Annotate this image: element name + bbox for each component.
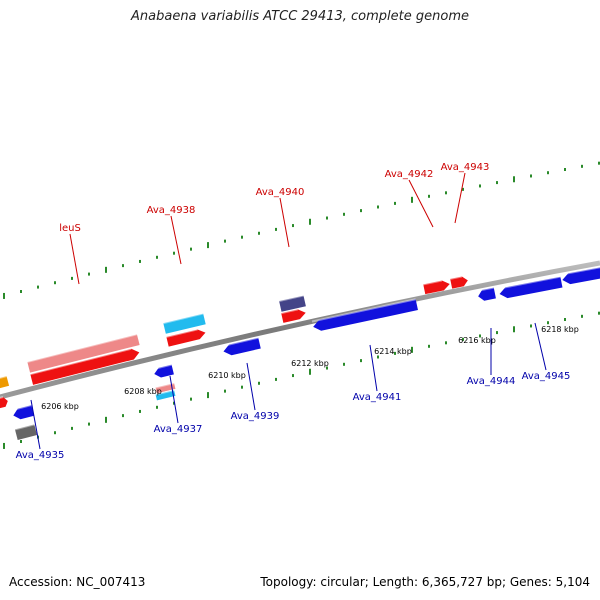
gene-ava-4941-callout: [369, 344, 378, 392]
ruler-label: 6208 kbp: [124, 387, 162, 396]
tick-layer: [3, 161, 600, 449]
gene-layer: [0, 265, 600, 441]
gene-ava-4935-callout: [30, 399, 41, 450]
gene-ava-4942-callout: [408, 179, 434, 228]
gene-ava-4938-label: Ava_4938: [147, 205, 196, 216]
gene-cyan-b: [155, 389, 176, 401]
gene-ava-4945-label: Ava_4945: [522, 371, 571, 382]
gene-ava-4935: [11, 404, 35, 420]
gene-ava-4945-b: [561, 265, 600, 285]
gene-ava-4939: [222, 336, 261, 356]
gene-ava-4940-label: Ava_4940: [256, 187, 305, 198]
gene-ava-4939-label: Ava_4939: [231, 411, 280, 422]
gene-ava-4938: [166, 328, 206, 347]
ruler-label: 6214 kbp: [374, 347, 412, 356]
gene-ava-4945-callout: [534, 322, 547, 371]
gene-ava-4937-callout: [169, 375, 179, 424]
gene-red-edge: [0, 396, 8, 409]
gene-ava-4940-callout: [279, 197, 290, 248]
gene-leus-callout: [69, 233, 80, 285]
gene-ava-4943: [449, 275, 468, 289]
gene-ava-4945-a: [498, 275, 563, 299]
gene-ava-4938-callout: [170, 215, 182, 265]
gene-ava-4937: [152, 363, 174, 378]
gene-ava-4942: [423, 279, 450, 295]
gene-leuS: [30, 347, 140, 385]
outer-scale-ring: [3, 161, 600, 299]
ruler-label: 6212 kbp: [291, 359, 329, 368]
gene-ava-4944: [476, 286, 496, 301]
gene-ava-4942-label: Ava_4942: [385, 169, 434, 180]
gene-ava-4943-callout: [454, 172, 466, 224]
accession-text: Accession: NC_007413: [9, 575, 146, 589]
gene-gray-a: [14, 423, 38, 441]
gene-dark-a: [278, 294, 306, 312]
ruler-label: 6216 kbp: [458, 336, 496, 345]
inner-scale-ring: [3, 311, 600, 449]
genome-summary-text: Topology: circular; Length: 6,365,727 bp…: [260, 575, 590, 589]
gene-ava-4943-label: Ava_4943: [441, 162, 490, 173]
ruler-label: 6218 kbp: [541, 325, 579, 334]
gene-ava-4940: [280, 308, 306, 323]
gene-ava-4941-label: Ava_4941: [353, 392, 402, 403]
gene-leus-label: leuS: [59, 223, 81, 234]
gene-leuS-rna: [27, 333, 140, 373]
map-title: Anabaena variabilis ATCC 29413, complete…: [131, 9, 469, 24]
label-layer: leuS Ava_4938 Ava_4940 Ava_4942 Ava_4943 Ava_…: [16, 162, 579, 461]
gene-ava-4937-label: Ava_4937: [154, 424, 203, 435]
ruler-label: 6210 kbp: [208, 371, 246, 380]
callout-layer: [30, 172, 547, 450]
gene-ava-4941: [311, 298, 418, 331]
gene-ava-4944-label: Ava_4944: [467, 376, 516, 387]
ruler-label: 6206 kbp: [41, 402, 79, 411]
genome-backbone: [0, 260, 600, 400]
gene-orange-edge: [0, 375, 10, 389]
gene-cyan-a: [163, 312, 206, 334]
gene-ava-4939-callout: [246, 362, 256, 411]
gene-ava-4935-label: Ava_4935: [16, 450, 65, 461]
